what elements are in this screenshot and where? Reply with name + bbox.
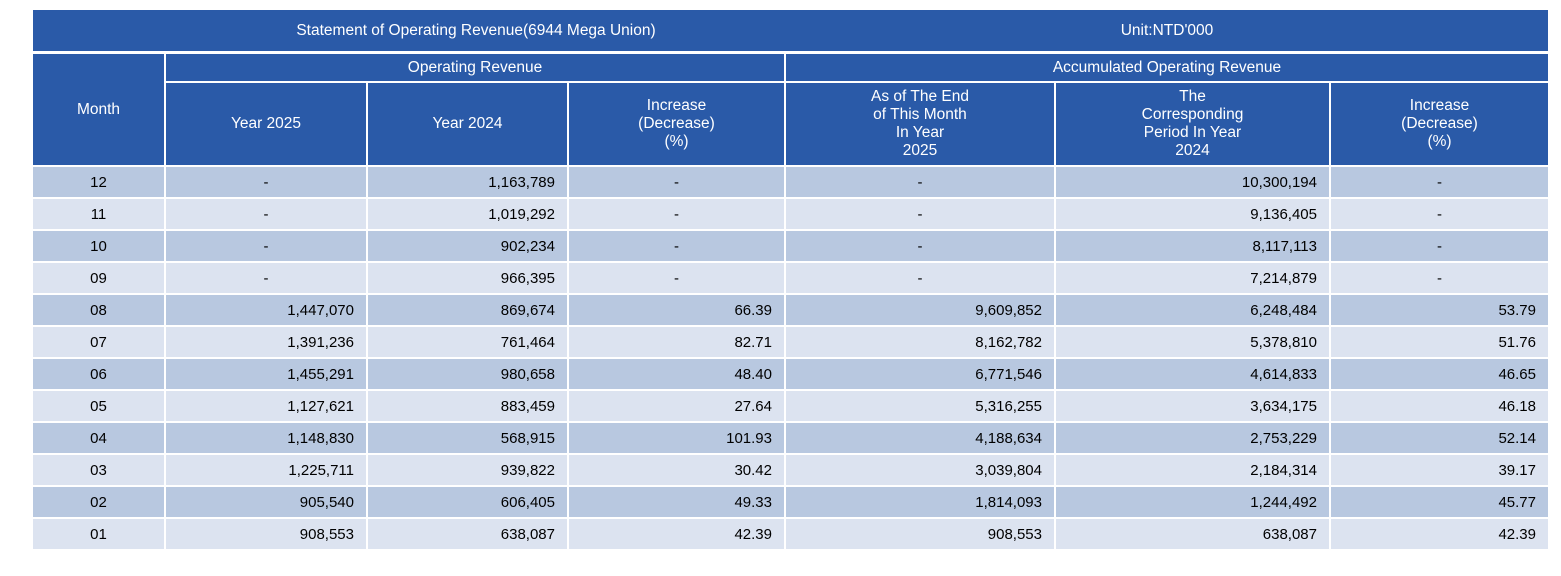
value-cell: - xyxy=(569,263,784,293)
unit-label: Unit:NTD'000 xyxy=(1120,21,1214,39)
value-cell: - xyxy=(166,199,366,229)
value-cell: 42.39 xyxy=(1331,519,1548,549)
value-cell: 2,753,229 xyxy=(1056,423,1329,453)
value-cell: 638,087 xyxy=(368,519,567,549)
value-cell: - xyxy=(166,263,366,293)
value-cell: 52.14 xyxy=(1331,423,1548,453)
value-cell: 1,019,292 xyxy=(368,199,567,229)
value-cell: - xyxy=(569,199,784,229)
group-header-operating-revenue: Operating Revenue xyxy=(166,54,784,81)
value-cell: 46.65 xyxy=(1331,359,1548,389)
value-cell: - xyxy=(166,167,366,197)
col-header-accumulated-increase-decrease: Increase (Decrease) (%) xyxy=(1331,83,1548,165)
value-cell: 8,117,113 xyxy=(1056,231,1329,261)
value-cell: 1,447,070 xyxy=(166,295,366,325)
value-cell: 7,214,879 xyxy=(1056,263,1329,293)
value-cell: - xyxy=(786,167,1054,197)
value-cell: 1,127,621 xyxy=(166,391,366,421)
title-bar: Statement of Operating Revenue(6944 Mega… xyxy=(33,10,1548,51)
month-cell: 02 xyxy=(33,487,164,517)
value-cell: 45.77 xyxy=(1331,487,1548,517)
value-cell: 30.42 xyxy=(569,455,784,485)
value-cell: 51.76 xyxy=(1331,327,1548,357)
value-cell: - xyxy=(166,231,366,261)
month-cell: 06 xyxy=(33,359,164,389)
value-cell: 10,300,194 xyxy=(1056,167,1329,197)
month-column-header: Month xyxy=(33,54,164,165)
value-cell: 49.33 xyxy=(569,487,784,517)
value-cell: 5,378,810 xyxy=(1056,327,1329,357)
value-cell: 39.17 xyxy=(1331,455,1548,485)
value-cell: - xyxy=(569,167,784,197)
month-cell: 07 xyxy=(33,327,164,357)
col-header-year-2024: Year 2024 xyxy=(368,83,567,165)
value-cell: 5,316,255 xyxy=(786,391,1054,421)
value-cell: 9,136,405 xyxy=(1056,199,1329,229)
value-cell: 4,614,833 xyxy=(1056,359,1329,389)
value-cell: 2,184,314 xyxy=(1056,455,1329,485)
value-cell: 869,674 xyxy=(368,295,567,325)
value-cell: 908,553 xyxy=(786,519,1054,549)
value-cell: - xyxy=(786,231,1054,261)
month-cell: 08 xyxy=(33,295,164,325)
value-cell: 42.39 xyxy=(569,519,784,549)
value-cell: 3,039,804 xyxy=(786,455,1054,485)
value-cell: 883,459 xyxy=(368,391,567,421)
value-cell: 4,188,634 xyxy=(786,423,1054,453)
col-header-accumulated-2025: As of The End of This Month In Year 2025 xyxy=(786,83,1054,165)
page-title: Statement of Operating Revenue(6944 Mega… xyxy=(296,21,656,39)
value-cell: 53.79 xyxy=(1331,295,1548,325)
value-cell: 1,455,291 xyxy=(166,359,366,389)
value-cell: 1,163,789 xyxy=(368,167,567,197)
value-cell: 908,553 xyxy=(166,519,366,549)
value-cell: 905,540 xyxy=(166,487,366,517)
value-cell: - xyxy=(1331,167,1548,197)
title-spacer xyxy=(33,10,166,51)
col-header-increase-decrease: Increase (Decrease) (%) xyxy=(569,83,784,165)
month-cell: 09 xyxy=(33,263,164,293)
value-cell: 902,234 xyxy=(368,231,567,261)
value-cell: - xyxy=(1331,199,1548,229)
value-cell: 9,609,852 xyxy=(786,295,1054,325)
value-cell: 606,405 xyxy=(368,487,567,517)
month-cell: 01 xyxy=(33,519,164,549)
value-cell: 46.18 xyxy=(1331,391,1548,421)
value-cell: 1,244,492 xyxy=(1056,487,1329,517)
value-cell: 6,248,484 xyxy=(1056,295,1329,325)
value-cell: 66.39 xyxy=(569,295,784,325)
value-cell: 1,148,830 xyxy=(166,423,366,453)
month-cell: 03 xyxy=(33,455,164,485)
value-cell: 82.71 xyxy=(569,327,784,357)
month-cell: 04 xyxy=(33,423,164,453)
month-cell: 05 xyxy=(33,391,164,421)
value-cell: 27.64 xyxy=(569,391,784,421)
value-cell: - xyxy=(786,199,1054,229)
value-cell: 101.93 xyxy=(569,423,784,453)
value-cell: 966,395 xyxy=(368,263,567,293)
value-cell: 980,658 xyxy=(368,359,567,389)
value-cell: 761,464 xyxy=(368,327,567,357)
col-header-accumulated-2024: The Corresponding Period In Year 2024 xyxy=(1056,83,1329,165)
group-header-accumulated-operating-revenue: Accumulated Operating Revenue xyxy=(786,54,1548,81)
value-cell: 1,814,093 xyxy=(786,487,1054,517)
value-cell: 1,225,711 xyxy=(166,455,366,485)
value-cell: 568,915 xyxy=(368,423,567,453)
month-cell: 10 xyxy=(33,231,164,261)
value-cell: 638,087 xyxy=(1056,519,1329,549)
value-cell: - xyxy=(786,263,1054,293)
value-cell: 3,634,175 xyxy=(1056,391,1329,421)
month-cell: 12 xyxy=(33,167,164,197)
col-header-year-2025: Year 2025 xyxy=(166,83,366,165)
revenue-table: Statement of Operating Revenue(6944 Mega… xyxy=(33,10,1548,549)
value-cell: - xyxy=(1331,231,1548,261)
value-cell: 939,822 xyxy=(368,455,567,485)
revenue-grid: Month Operating Revenue Accumulated Oper… xyxy=(33,54,1548,549)
value-cell: 8,162,782 xyxy=(786,327,1054,357)
value-cell: - xyxy=(569,231,784,261)
month-cell: 11 xyxy=(33,199,164,229)
value-cell: 48.40 xyxy=(569,359,784,389)
value-cell: - xyxy=(1331,263,1548,293)
value-cell: 6,771,546 xyxy=(786,359,1054,389)
value-cell: 1,391,236 xyxy=(166,327,366,357)
